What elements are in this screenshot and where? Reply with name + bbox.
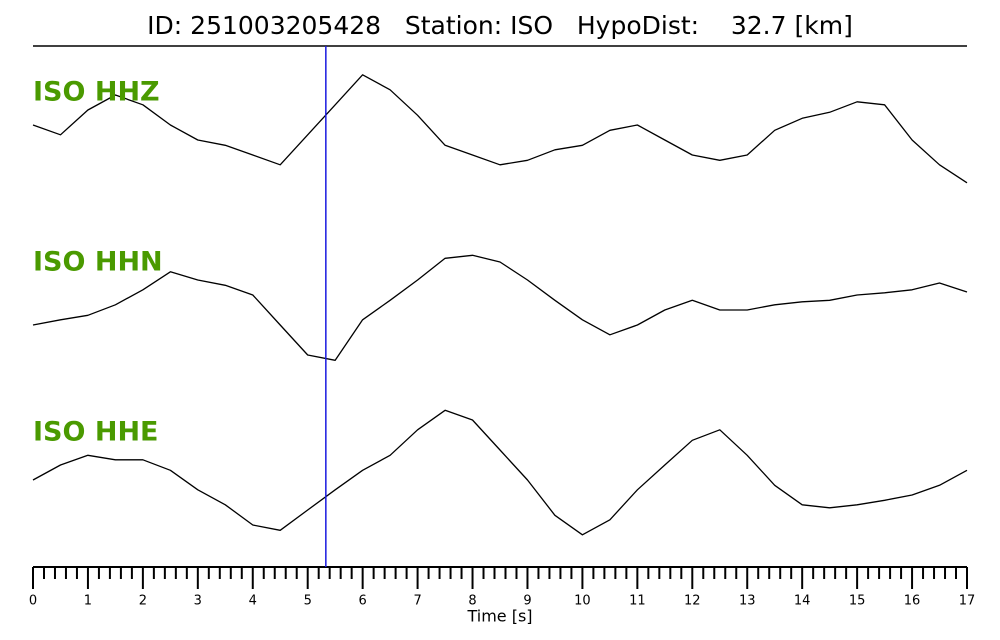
- x-axis-label: Time [s]: [466, 607, 532, 626]
- x-tick-label: 4: [249, 594, 257, 609]
- x-tick-label: 0: [29, 594, 37, 609]
- x-tick-label: 13: [739, 594, 756, 609]
- x-tick-label: 6: [359, 594, 367, 609]
- x-tick-label: 2: [139, 594, 147, 609]
- x-tick-label: 14: [794, 594, 811, 609]
- x-tick-label: 8: [468, 594, 476, 609]
- trace: [32, 254, 968, 361]
- x-tick-label: 11: [629, 594, 646, 609]
- x-tick-label: 7: [413, 594, 421, 609]
- x-tick-label: 5: [304, 594, 312, 609]
- x-tick-label: 12: [684, 594, 701, 609]
- x-tick-label: 1: [84, 594, 92, 609]
- chart-title: ID: 251003205428 Station: ISO HypoDist: …: [147, 11, 853, 40]
- trace-label: ISO HHE: [33, 417, 158, 448]
- x-tick-label: 9: [523, 594, 531, 609]
- trace: [32, 74, 968, 184]
- x-tick-label: 3: [194, 594, 202, 609]
- x-tick-label: 17: [959, 594, 976, 609]
- trace-label: ISO HHZ: [33, 77, 160, 108]
- x-tick-label: 16: [904, 594, 921, 609]
- x-tick-label: 15: [849, 594, 866, 609]
- x-tick-label: 10: [574, 594, 591, 609]
- trace: [32, 409, 968, 536]
- trace-label: ISO HHN: [33, 247, 163, 278]
